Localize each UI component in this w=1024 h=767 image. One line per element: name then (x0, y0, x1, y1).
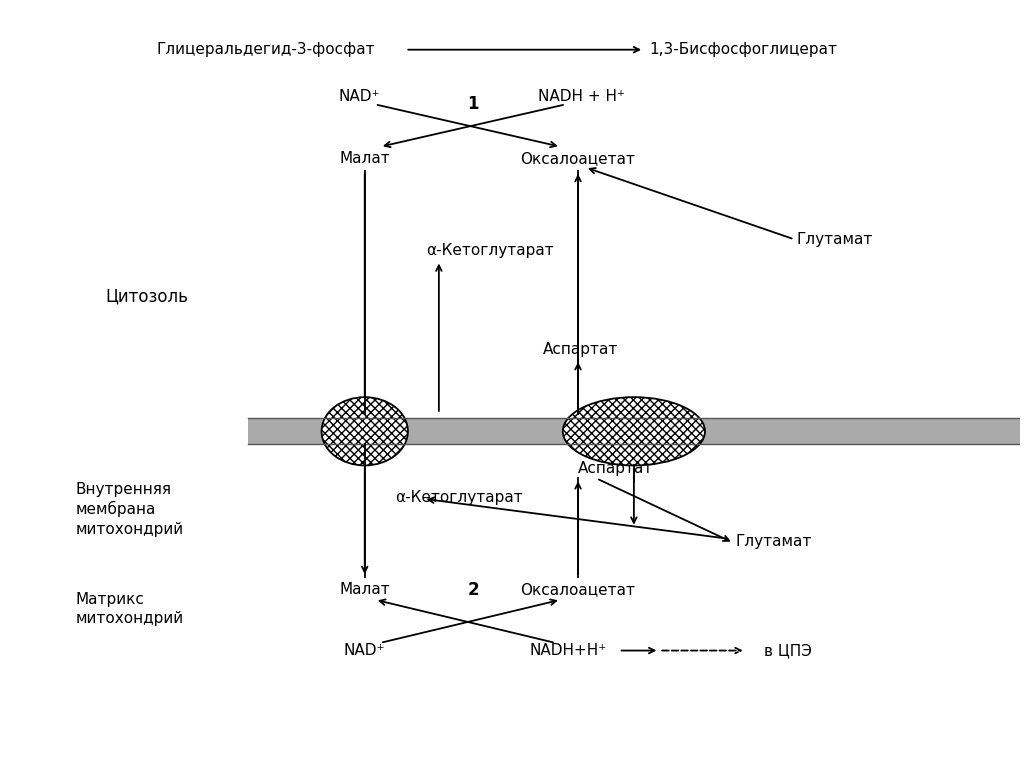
Text: α-Кетоглутарат: α-Кетоглутарат (426, 243, 553, 258)
Text: Глутамат: Глутамат (797, 232, 872, 247)
Ellipse shape (322, 397, 408, 466)
Ellipse shape (563, 397, 705, 466)
Text: митохондрий: митохондрий (75, 611, 183, 626)
Text: Малат: Малат (339, 582, 390, 597)
Text: Глутамат: Глутамат (735, 534, 812, 549)
Text: Матрикс: Матрикс (75, 592, 144, 607)
Text: Малат: Малат (339, 151, 390, 166)
Text: NAD⁺: NAD⁺ (339, 89, 380, 104)
Text: Аспартат: Аспартат (578, 461, 653, 476)
Text: мембрана: мембрана (75, 501, 156, 517)
Text: Глицеральдегид-3-фосфат: Глицеральдегид-3-фосфат (157, 42, 375, 58)
Text: NADH + H⁺: NADH + H⁺ (538, 89, 625, 104)
Text: 1: 1 (468, 95, 479, 114)
Text: Оксалоацетат: Оксалоацетат (520, 582, 636, 597)
Text: в ЦПЭ: в ЦПЭ (764, 643, 812, 658)
Text: 2: 2 (468, 581, 479, 599)
Text: митохондрий: митохондрий (75, 522, 183, 537)
Text: Аспартат: Аспартат (543, 342, 617, 357)
Text: 3: 3 (358, 423, 371, 440)
Text: NAD⁺: NAD⁺ (344, 643, 385, 658)
Text: Цитозоль: Цитозоль (105, 288, 188, 305)
Text: 1,3-Бисфосфоглицерат: 1,3-Бисфосфоглицерат (649, 42, 837, 58)
Bar (248, 418, 1020, 444)
Text: NADH+H⁺: NADH+H⁺ (529, 643, 606, 658)
Text: Оксалоацетат: Оксалоацетат (520, 151, 636, 166)
Text: Внутренняя: Внутренняя (75, 482, 171, 497)
Text: α-Кетоглутарат: α-Кетоглутарат (395, 490, 523, 505)
Text: 4: 4 (628, 423, 640, 440)
